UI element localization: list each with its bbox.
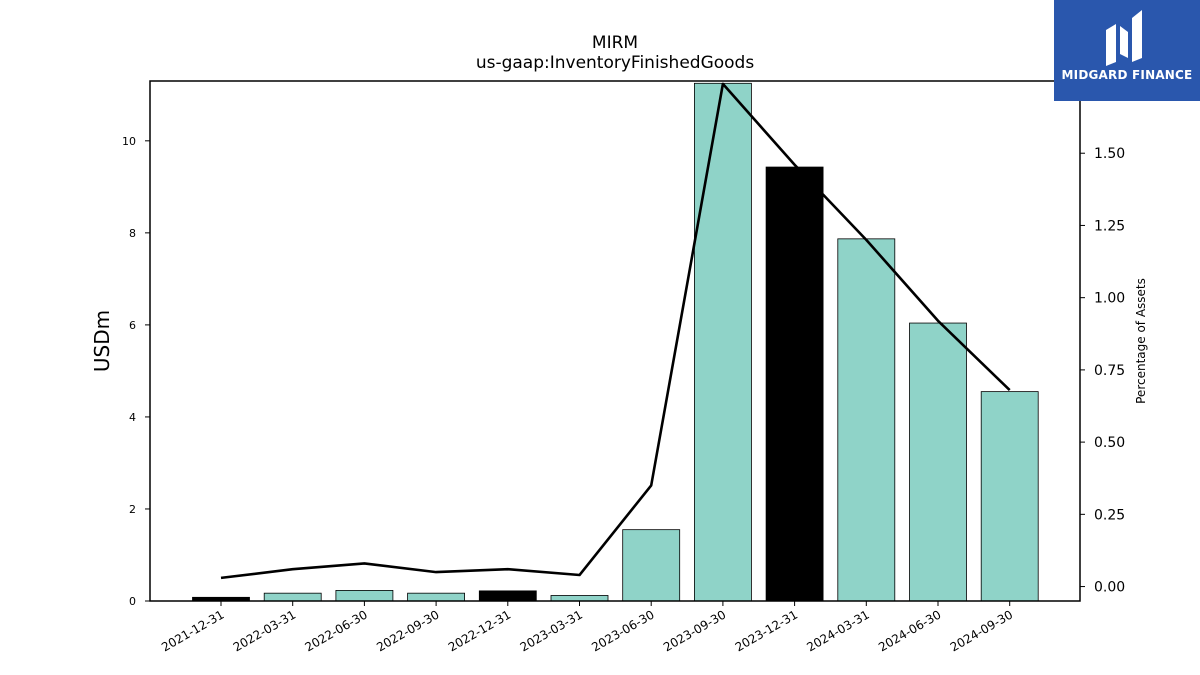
x-tick-label: 2023-03-31	[518, 607, 585, 654]
y-tick-label: 2	[129, 503, 136, 516]
x-tick-label: 2023-12-31	[733, 607, 800, 654]
y2-tick-label: 0.50	[1094, 435, 1125, 451]
y2-tick-label: 0.75	[1094, 363, 1125, 379]
x-tick-label: 2024-06-30	[876, 607, 943, 654]
y-tick-label: 6	[129, 319, 136, 332]
x-tick-label: 2022-09-30	[374, 607, 441, 654]
bar-2024-09-30	[980, 391, 1039, 602]
x-tick-label: 2022-12-31	[446, 607, 513, 654]
y-tick-label: 4	[129, 411, 136, 424]
bar-series	[192, 82, 1039, 602]
bar-2024-06-30	[909, 322, 967, 602]
x-tick-label: 2021-12-31	[159, 607, 226, 654]
chart-title: MIRM	[592, 33, 638, 53]
logo-mark-icon	[1106, 10, 1142, 66]
bar-2022-03-31	[263, 592, 322, 602]
line-series	[220, 82, 1011, 580]
company-logo: MIDGARD FINANCE	[1054, 0, 1200, 101]
x-tick-label: 2024-03-31	[804, 607, 871, 654]
y2-tick-label: 1.25	[1094, 218, 1125, 234]
x-tick-label: 2024-09-30	[948, 607, 1015, 654]
bar-2022-12-31	[478, 590, 537, 602]
x-tick-label: 2023-09-30	[661, 607, 728, 654]
y-tick-label: 8	[129, 227, 136, 240]
y-tick-label: 10	[122, 135, 136, 148]
y2-axis-label: Percentage of Assets	[1134, 278, 1148, 404]
y2-tick-label: 1.00	[1094, 291, 1125, 307]
y2-tick-label: 0.00	[1094, 580, 1125, 596]
x-tick-label: 2022-03-31	[231, 607, 298, 654]
y2-tick-label: 1.50	[1094, 146, 1125, 162]
bar-2023-12-31	[765, 166, 824, 602]
y-axis-label: USDm	[90, 310, 114, 372]
chart-subtitle: us-gaap:InventoryFinishedGoods	[476, 53, 755, 73]
bar-2023-06-30	[622, 529, 681, 602]
percentage-line	[220, 82, 1011, 580]
x-tick-label: 2023-06-30	[589, 607, 656, 654]
y2-tick-label: 0.25	[1094, 507, 1125, 523]
bar-2023-03-31	[550, 595, 609, 602]
bar-2023-09-30	[694, 82, 752, 602]
bar-2024-03-31	[837, 238, 896, 602]
x-tick-label: 2022-06-30	[302, 607, 369, 654]
y-tick-label: 0	[129, 595, 136, 608]
logo-text: MIDGARD FINANCE	[1061, 68, 1193, 82]
bar-2022-09-30	[407, 592, 466, 602]
plot-frame	[149, 80, 1081, 602]
bar-2022-06-30	[335, 590, 394, 602]
